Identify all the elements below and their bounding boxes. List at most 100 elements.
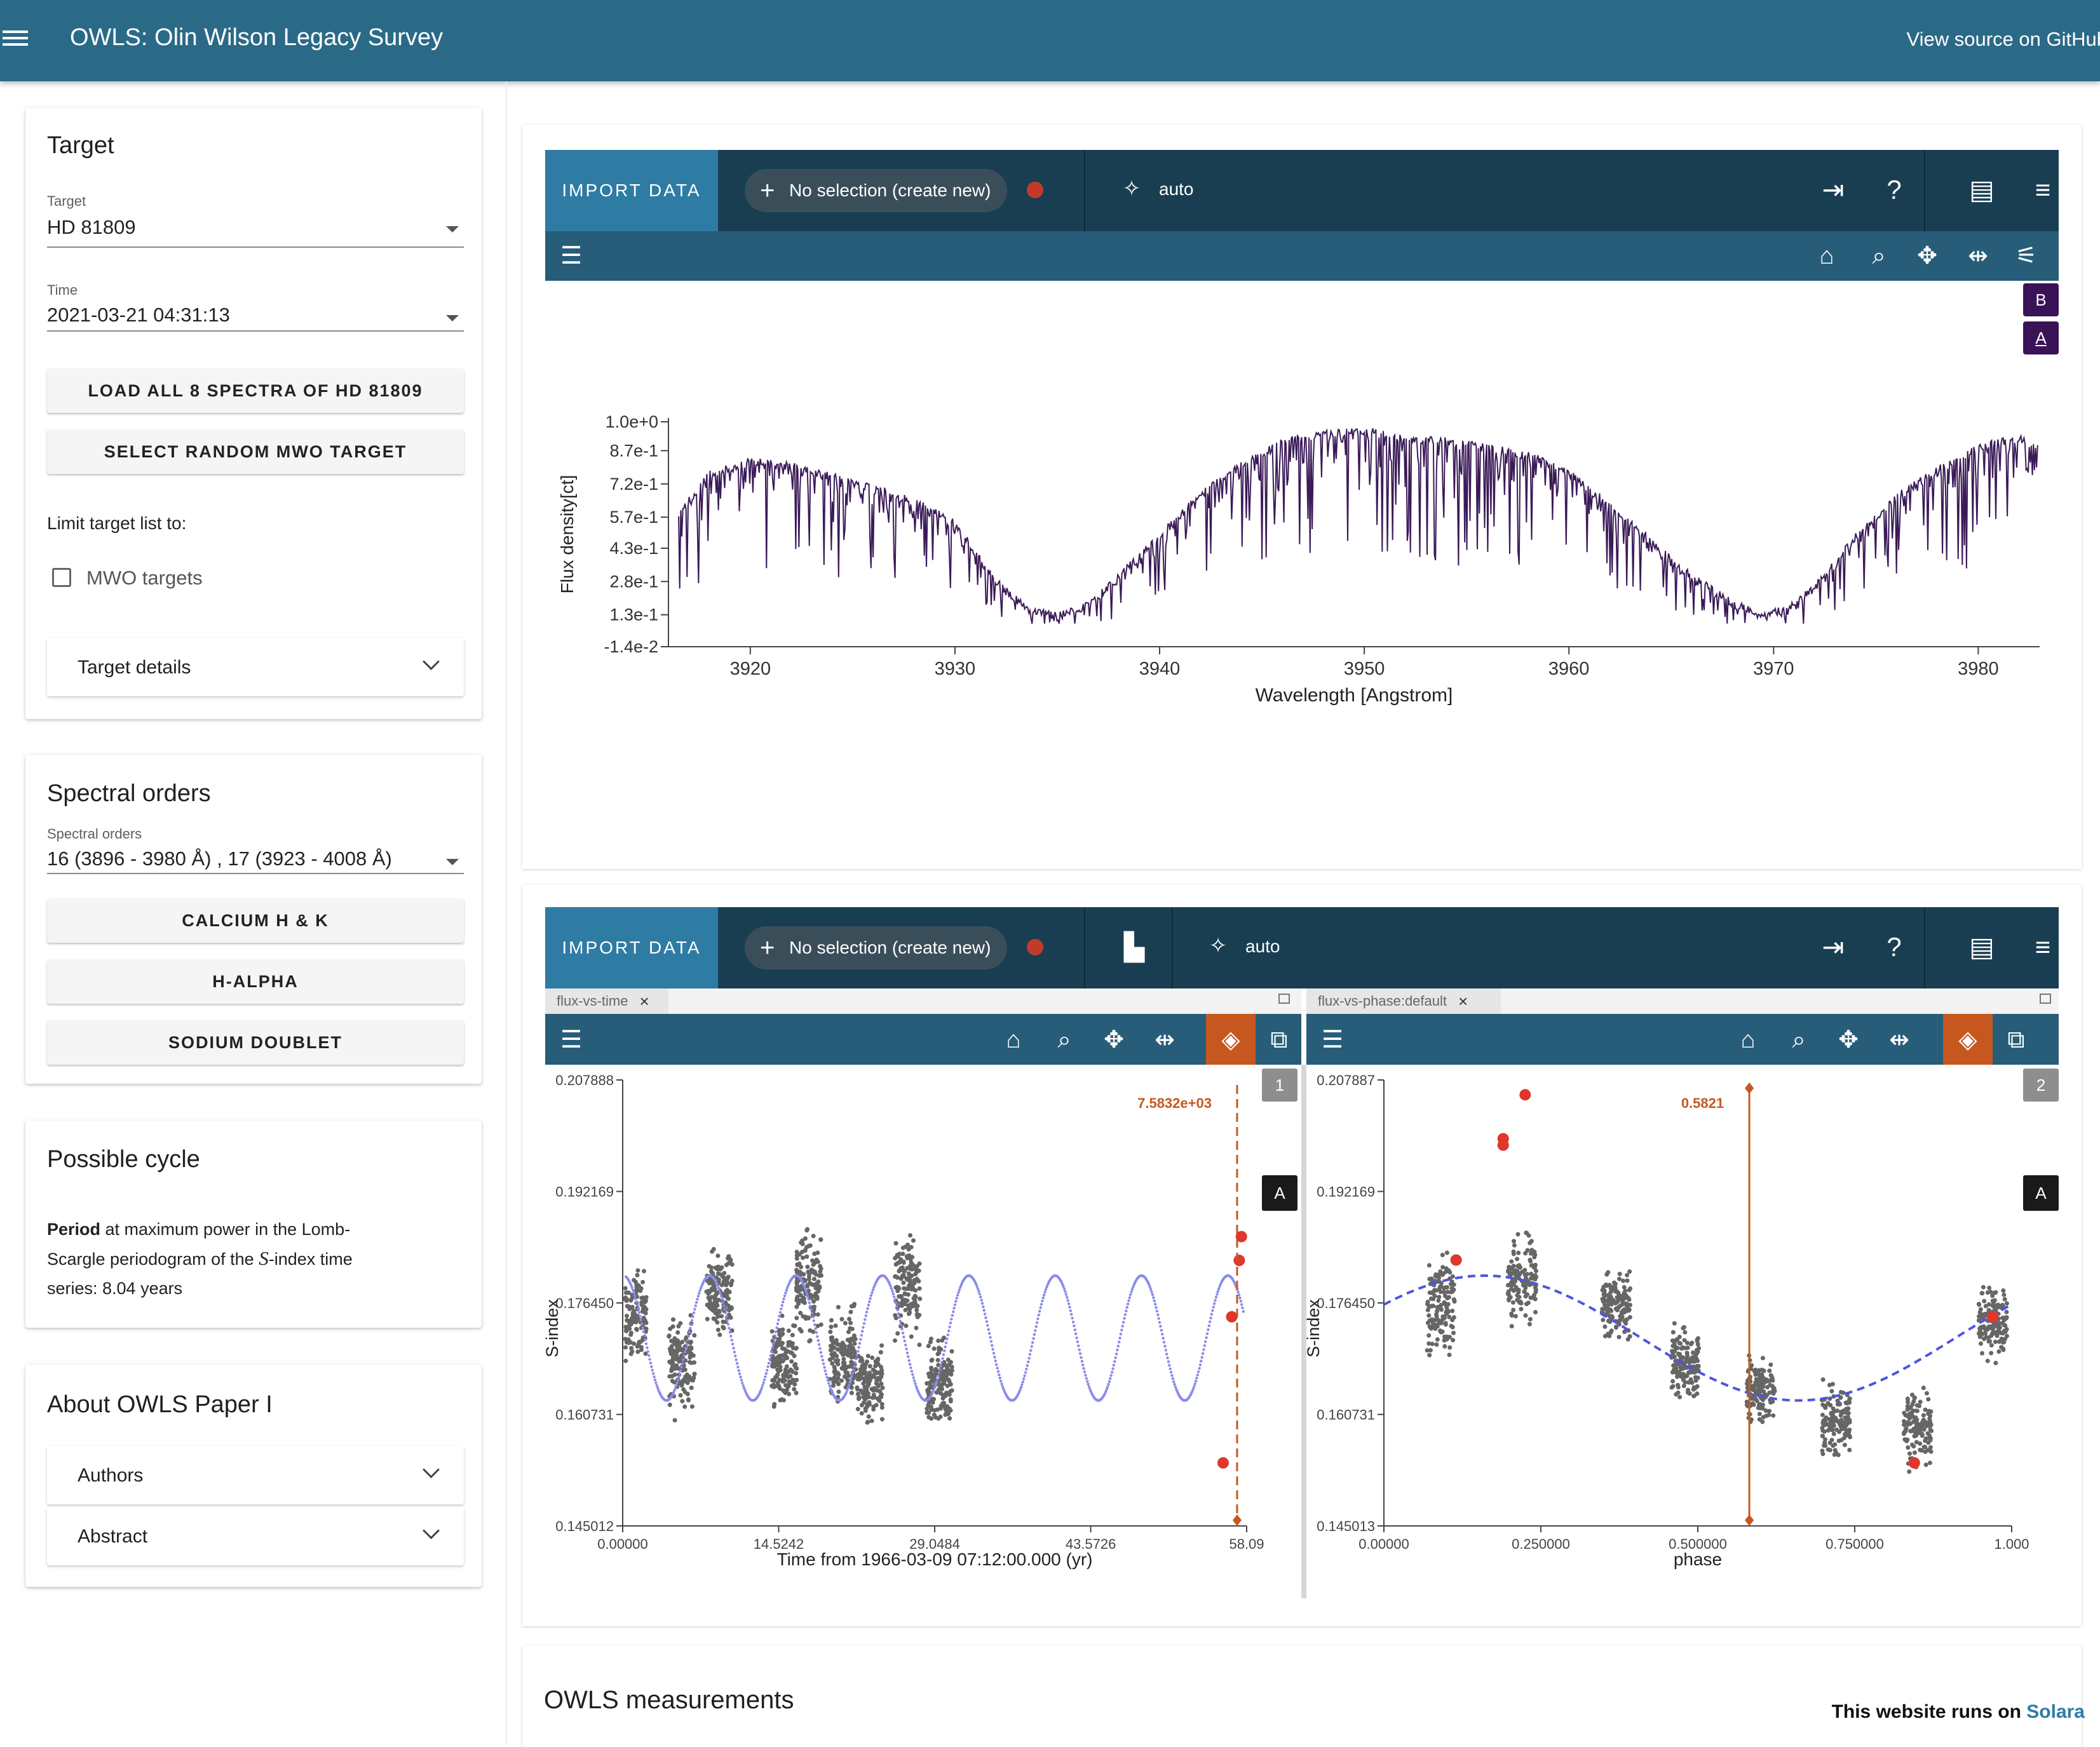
hamburger-icon[interactable]: ≡ bbox=[2035, 175, 2051, 205]
zoom-box-icon[interactable]: ⌕ bbox=[1872, 243, 1886, 269]
home-icon[interactable]: ⌂ bbox=[1819, 243, 1834, 269]
x-axis-label: Time from 1966-03-09 07:12:00.000 (yr) bbox=[777, 1549, 1093, 1569]
flux-vs-phase-tab[interactable]: flux-vs-phase:default × bbox=[1306, 988, 1501, 1014]
select-random-target-button[interactable]: SELECT RANDOM MWO TARGET bbox=[47, 429, 464, 474]
close-tab-icon[interactable]: × bbox=[1458, 991, 1468, 1011]
data-point bbox=[682, 1404, 688, 1409]
histogram-icon[interactable]: ▙ bbox=[1123, 932, 1145, 962]
import-data-button[interactable]: IMPORT DATA bbox=[545, 907, 718, 988]
data-point bbox=[717, 1332, 722, 1337]
x-range-select-icon[interactable]: ⇹ bbox=[1968, 243, 1988, 269]
copy-viewer-icon[interactable]: ⧉ bbox=[2007, 1027, 2025, 1053]
zoom-box-icon[interactable]: ⌕ bbox=[1792, 1027, 1806, 1053]
authors-expander[interactable]: Authors bbox=[47, 1446, 464, 1504]
layer-badge-a-right[interactable]: A bbox=[2023, 1175, 2059, 1211]
spectral-orders-caret-icon[interactable] bbox=[446, 859, 459, 865]
solara-link[interactable]: Solara bbox=[2026, 1701, 2085, 1722]
data-point bbox=[1449, 1279, 1454, 1284]
calcium-hk-button[interactable]: CALCIUM H & K bbox=[47, 898, 464, 943]
layer-list-icon[interactable]: ☰ bbox=[1321, 1027, 1344, 1053]
mwo-targets-checkbox[interactable] bbox=[52, 568, 71, 587]
target-dropdown-caret-icon[interactable] bbox=[446, 226, 459, 233]
github-link[interactable]: View source on GitHub bbox=[1906, 28, 2100, 50]
x-range-select-icon[interactable]: ⇹ bbox=[1889, 1027, 1909, 1053]
data-point bbox=[1683, 1380, 1688, 1385]
layer-badge-a-left[interactable]: A bbox=[1262, 1175, 1297, 1211]
spectral-orders-select[interactable]: 16 (3896 - 3980 Å) , 17 (3923 - 4008 Å) bbox=[47, 847, 392, 870]
target-select[interactable]: HD 81809 bbox=[47, 216, 136, 238]
data-point bbox=[1437, 1272, 1442, 1277]
pan-icon[interactable]: ✥ bbox=[1917, 243, 1937, 269]
maximize-left-icon[interactable] bbox=[1278, 994, 1290, 1004]
data-point bbox=[1533, 1273, 1538, 1278]
layer-list-icon[interactable]: ☰ bbox=[560, 1027, 583, 1053]
maximize-right-icon[interactable] bbox=[2040, 994, 2051, 1004]
load-all-spectra-button[interactable]: LOAD ALL 8 SPECTRA OF HD 81809 bbox=[47, 368, 464, 413]
phase-tool-icon[interactable]: ◈ bbox=[1221, 1027, 1240, 1053]
home-icon[interactable]: ⌂ bbox=[1006, 1027, 1021, 1053]
home-icon[interactable]: ⌂ bbox=[1740, 1027, 1756, 1053]
abstract-expander[interactable]: Abstract bbox=[47, 1507, 464, 1565]
settings-sliders-icon[interactable]: ⚟ bbox=[2015, 243, 2038, 269]
copy-viewer-icon[interactable]: ⧉ bbox=[1270, 1027, 1288, 1053]
runs-on-text: This website runs on bbox=[1831, 1701, 2027, 1722]
data-point bbox=[778, 1340, 783, 1346]
magic-wand-icon[interactable]: ✧ bbox=[1209, 934, 1228, 958]
selection-mode-label[interactable]: auto bbox=[1245, 936, 1280, 956]
layer-list-icon[interactable]: ☰ bbox=[560, 243, 583, 269]
data-point bbox=[712, 1297, 717, 1302]
selection-mode-label[interactable]: auto bbox=[1159, 179, 1194, 199]
phase-tool-active[interactable] bbox=[1206, 1014, 1256, 1065]
flux-vs-time-chart[interactable]: 0.207888 0.192169 0.176450 0.160731 0.145012… bbox=[545, 1065, 1301, 1598]
hamburger-menu-icon[interactable] bbox=[3, 27, 28, 52]
magic-wand-icon[interactable]: ✧ bbox=[1122, 177, 1141, 201]
h-alpha-button[interactable]: H-ALPHA bbox=[47, 959, 464, 1004]
y-tick-label: 0.192169 bbox=[1317, 1184, 1375, 1199]
model-point bbox=[1073, 1324, 1076, 1328]
flux-vs-phase-chart[interactable]: 0.207887 0.192169 0.176450 0.160731 0.145013… bbox=[1306, 1065, 2059, 1598]
viewer-splitter[interactable] bbox=[1301, 1065, 1306, 1598]
flux-vs-phase-tab-label: flux-vs-phase:default bbox=[1318, 993, 1447, 1009]
flux-vs-time-tab[interactable]: flux-vs-time × bbox=[545, 988, 668, 1014]
model-point bbox=[764, 1375, 767, 1379]
subset-selection-pill[interactable]: + No selection (create new) bbox=[745, 926, 1008, 969]
time-dropdown-caret-icon[interactable] bbox=[446, 315, 459, 321]
close-tab-icon[interactable]: × bbox=[639, 991, 649, 1011]
mwo-targets-label[interactable]: MWO targets bbox=[86, 567, 203, 589]
subset-color-dot[interactable] bbox=[1027, 939, 1043, 955]
comment-icon[interactable]: ▤ bbox=[1969, 932, 1995, 962]
target-field-label: Target bbox=[47, 193, 86, 209]
target-details-expander[interactable]: Target details bbox=[47, 638, 464, 696]
subset-selection-pill[interactable]: + No selection (create new) bbox=[745, 169, 1008, 212]
data-point bbox=[1625, 1337, 1630, 1342]
comment-icon[interactable]: ▤ bbox=[1969, 175, 1995, 205]
help-icon[interactable]: ? bbox=[1887, 175, 1902, 205]
x-range-select-icon[interactable]: ⇹ bbox=[1155, 1027, 1175, 1053]
data-point bbox=[692, 1360, 697, 1365]
hamburger-icon[interactable]: ≡ bbox=[2035, 932, 2051, 962]
data-point bbox=[1691, 1387, 1696, 1392]
data-point bbox=[1820, 1433, 1826, 1438]
import-data-button[interactable]: IMPORT DATA bbox=[545, 150, 718, 231]
model-point bbox=[762, 1381, 765, 1384]
model-point bbox=[1000, 1382, 1003, 1386]
spectrum-chart[interactable]: 1.0e+0 8.7e-1 7.2e-1 5.7e-1 4.3e-1 2.8e-1 1.3e… bbox=[522, 281, 2082, 865]
data-point bbox=[1986, 1302, 1991, 1307]
help-icon[interactable]: ? bbox=[1887, 932, 1902, 962]
sodium-doublet-button[interactable]: SODIUM DOUBLET bbox=[47, 1020, 464, 1065]
data-point bbox=[2004, 1309, 2009, 1314]
data-point bbox=[904, 1323, 909, 1328]
pan-icon[interactable]: ✥ bbox=[1838, 1027, 1859, 1053]
phase-tool-icon[interactable]: ◈ bbox=[1958, 1027, 1977, 1053]
model-point bbox=[901, 1332, 905, 1335]
time-select[interactable]: 2021-03-21 04:31:13 bbox=[47, 304, 230, 326]
phase-tool-active[interactable] bbox=[1943, 1014, 1993, 1065]
export-icon[interactable]: ⇥ bbox=[1822, 175, 1845, 205]
pan-icon[interactable]: ✥ bbox=[1104, 1027, 1124, 1053]
zoom-box-icon[interactable]: ⌕ bbox=[1057, 1027, 1071, 1053]
export-icon[interactable]: ⇥ bbox=[1822, 932, 1845, 962]
data-point bbox=[1602, 1293, 1608, 1298]
layer-badge-b[interactable]: B bbox=[2023, 283, 2059, 316]
layer-badge-a[interactable]: A bbox=[2023, 321, 2059, 354]
subset-color-dot[interactable] bbox=[1027, 182, 1043, 198]
